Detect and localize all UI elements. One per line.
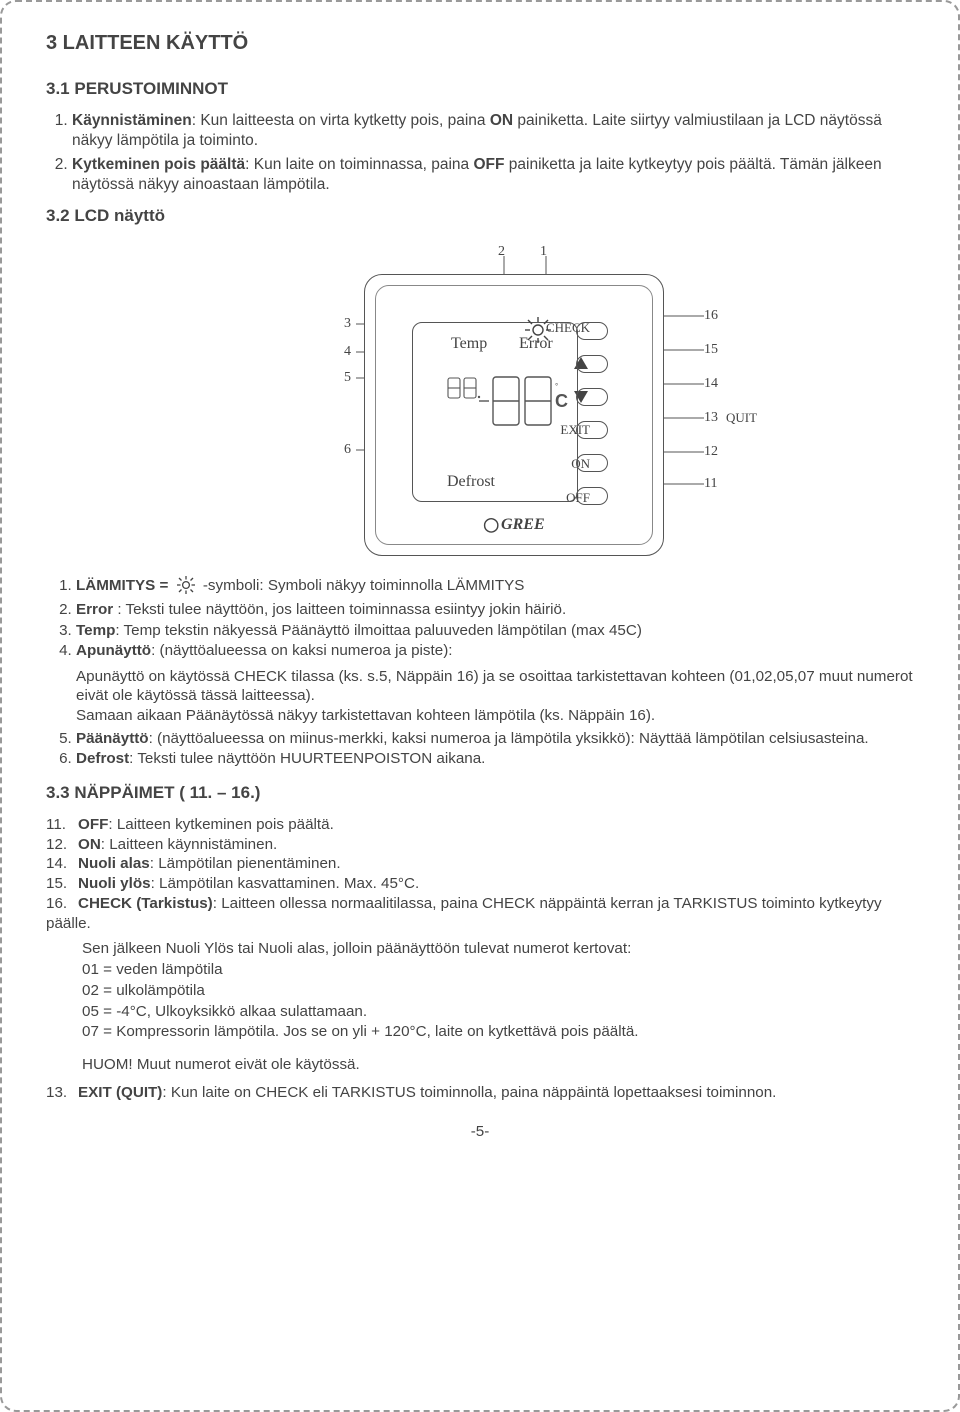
callout-4: 4 bbox=[344, 344, 351, 360]
callout-quit: QUIT bbox=[726, 410, 757, 426]
sun-icon bbox=[177, 576, 195, 599]
text: : Teksti tulee näyttöön, jos laitteen to… bbox=[113, 601, 566, 618]
definition-list-2: Päänäyttö: (näyttöalueessa on miinus-mer… bbox=[46, 729, 914, 769]
heading-3-1: 3.1 PERUSTOIMINNOT bbox=[46, 79, 914, 99]
term: EXIT (QUIT) bbox=[78, 1084, 162, 1101]
lcd-box: Temp Error bbox=[412, 322, 578, 502]
term: OFF bbox=[78, 816, 108, 833]
callout-15: 15 bbox=[704, 342, 718, 358]
text: : Kun laite on CHECK eli TARKISTUS toimi… bbox=[162, 1084, 776, 1101]
text: -symboli: Symboli näkyy toiminnolla LÄMM… bbox=[203, 577, 525, 594]
lcd-diagram: 2 1 3 4 5 6 16 15 14 13 QUIT 12 11 bbox=[244, 238, 784, 558]
page-number: -5- bbox=[46, 1123, 914, 1140]
leader-line bbox=[660, 382, 704, 386]
def-2: Error : Teksti tulee näyttöön, jos laitt… bbox=[76, 600, 914, 619]
key: OFF bbox=[473, 156, 504, 173]
term: LÄMMITYS = bbox=[76, 577, 168, 594]
btn-11: 11.OFF: Laitteen kytkeminen pois päältä. bbox=[46, 815, 914, 835]
heading-3-2: 3.2 LCD näyttö bbox=[46, 206, 914, 226]
off-button[interactable] bbox=[576, 487, 608, 505]
sub-05: 05 = -4°C, Ulkoyksikkö alkaa sulattamaan… bbox=[82, 1002, 914, 1022]
up-button[interactable] bbox=[576, 355, 608, 373]
list-item: Kytkeminen pois päältä: Kun laite on toi… bbox=[72, 155, 914, 196]
term: Kytkeminen pois päältä bbox=[72, 156, 245, 173]
check-button[interactable] bbox=[576, 322, 608, 340]
down-button[interactable] bbox=[576, 388, 608, 406]
btn-16-sub: Sen jälkeen Nuoli Ylös tai Nuoli alas, j… bbox=[82, 939, 914, 1042]
term: Päänäyttö bbox=[76, 730, 149, 747]
btn-14: 14.Nuoli alas: Lämpötilan pienentäminen. bbox=[46, 854, 914, 874]
text: : Kun laite on toiminnassa, paina bbox=[245, 156, 473, 173]
term: Error bbox=[76, 601, 113, 618]
text: : (näyttöalueessa on kaksi numeroa ja pi… bbox=[151, 642, 452, 659]
term: Nuoli alas bbox=[78, 855, 150, 872]
note: HUOM! Muut numerot eivät ole käytössä. bbox=[82, 1056, 914, 1073]
heading-1: 3 LAITTEEN KÄYTTÖ bbox=[46, 32, 914, 55]
def-4-cont2: Samaan aikaan Päänäytössä näkyy tarkiste… bbox=[76, 706, 914, 725]
text: : Laitteen kytkeminen pois päältä. bbox=[108, 816, 333, 833]
btn-13: 13.EXIT (QUIT): Kun laite on CHECK eli T… bbox=[46, 1083, 914, 1103]
leader-line bbox=[660, 416, 704, 420]
callout-3: 3 bbox=[344, 316, 351, 332]
leader-line bbox=[660, 348, 704, 352]
on-button[interactable] bbox=[576, 454, 608, 472]
device-inner: Temp Error bbox=[375, 285, 653, 545]
device-outline: Temp Error bbox=[364, 274, 664, 556]
leader-line bbox=[660, 450, 704, 454]
term: Nuoli ylös bbox=[78, 875, 151, 892]
def-4: Apunäyttö: (näyttöalueessa on kaksi nume… bbox=[76, 641, 914, 660]
page: 3 LAITTEEN KÄYTTÖ 3.1 PERUSTOIMINNOT Käy… bbox=[0, 0, 960, 1412]
lcd-temp-label: Temp bbox=[451, 335, 487, 353]
def-3: Temp: Temp tekstin näkyessä Päänäyttö il… bbox=[76, 621, 914, 640]
text: : Kun laitteesta on virta kytketty pois,… bbox=[192, 112, 490, 129]
btn-12: 12.ON: Laitteen käynnistäminen. bbox=[46, 835, 914, 855]
leader-line bbox=[660, 482, 704, 486]
lcd-defrost-label: Defrost bbox=[447, 473, 495, 491]
def-6: Defrost: Teksti tulee näyttöön HUURTEENP… bbox=[76, 749, 914, 768]
text: : Temp tekstin näkyessä Päänäyttö ilmoit… bbox=[115, 622, 642, 639]
definition-list: LÄMMITYS = -symboli: Symboli näkyy toimi… bbox=[46, 576, 914, 661]
sub-02: 02 = ulkolämpötila bbox=[82, 981, 914, 1001]
list-basic-ops: Käynnistäminen: Kun laitteesta on virta … bbox=[46, 111, 914, 196]
callout-16: 16 bbox=[704, 308, 718, 324]
list-item: Käynnistäminen: Kun laitteesta on virta … bbox=[72, 111, 914, 152]
exit-button[interactable] bbox=[576, 421, 608, 439]
term: CHECK (Tarkistus) bbox=[78, 895, 213, 912]
aux-display bbox=[447, 377, 481, 399]
def-4-cont: Apunäyttö on käytössä CHECK tilassa (ks.… bbox=[76, 667, 914, 706]
callout-5: 5 bbox=[344, 370, 351, 386]
svg-text:C: C bbox=[555, 391, 568, 411]
text: : Laitteen käynnistäminen. bbox=[101, 836, 277, 853]
button-list-2: 13.EXIT (QUIT): Kun laite on CHECK eli T… bbox=[46, 1083, 914, 1103]
text: : Teksti tulee näyttöön HUURTEENPOISTON … bbox=[129, 750, 485, 767]
term: Apunäyttö bbox=[76, 642, 151, 659]
callout-11: 11 bbox=[704, 476, 717, 492]
main-display: ° C bbox=[477, 373, 569, 429]
def-5: Päänäyttö: (näyttöalueessa on miinus-mer… bbox=[76, 729, 914, 748]
callout-12: 12 bbox=[704, 444, 718, 460]
button-list: 11.OFF: Laitteen kytkeminen pois päältä.… bbox=[46, 815, 914, 934]
text: : Lämpötilan pienentäminen. bbox=[150, 855, 341, 872]
text: : Lämpötilan kasvattaminen. Max. 45°C. bbox=[151, 875, 420, 892]
leader-line bbox=[660, 314, 704, 318]
callout-6: 6 bbox=[344, 442, 351, 458]
term: Käynnistäminen bbox=[72, 112, 192, 129]
btn-15: 15.Nuoli ylös: Lämpötilan kasvattaminen.… bbox=[46, 874, 914, 894]
callout-14: 14 bbox=[704, 376, 718, 392]
term: Temp bbox=[76, 622, 115, 639]
key: ON bbox=[490, 112, 513, 129]
btn-16: 16.CHECK (Tarkistus): Laitteen ollessa n… bbox=[46, 894, 914, 934]
sub-07: 07 = Kompressorin lämpötila. Jos se on y… bbox=[82, 1022, 914, 1042]
term: Defrost bbox=[76, 750, 129, 767]
button-column bbox=[576, 322, 630, 520]
heading-3-3: 3.3 NÄPPÄIMET ( 11. – 16.) bbox=[46, 783, 914, 803]
svg-text:°: ° bbox=[555, 382, 558, 391]
text: : (näyttöalueessa on miinus-merkki, kaks… bbox=[149, 730, 869, 747]
def-1: LÄMMITYS = -symboli: Symboli näkyy toimi… bbox=[76, 576, 914, 599]
sub-intro: Sen jälkeen Nuoli Ylös tai Nuoli alas, j… bbox=[82, 939, 914, 959]
sub-01: 01 = veden lämpötila bbox=[82, 960, 914, 980]
brand-label: ◯GREE bbox=[376, 516, 652, 534]
callout-13: 13 bbox=[704, 410, 718, 426]
term: ON bbox=[78, 836, 101, 853]
